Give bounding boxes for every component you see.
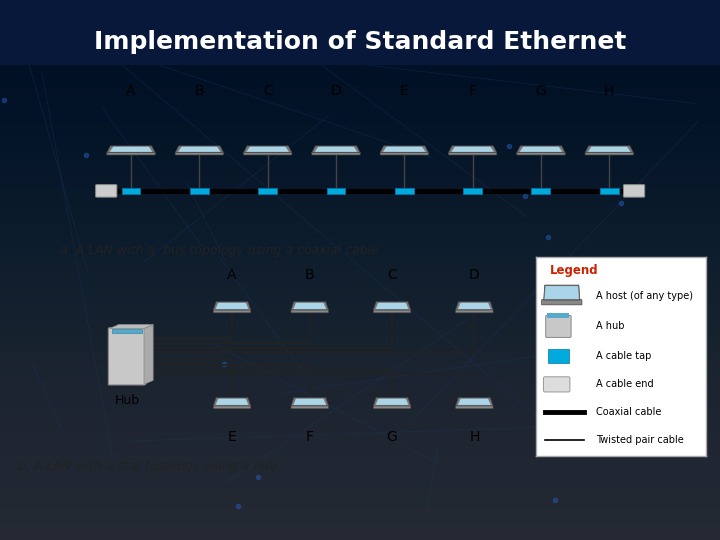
Polygon shape — [588, 147, 631, 152]
Bar — [327, 188, 346, 193]
FancyBboxPatch shape — [585, 152, 634, 155]
Bar — [122, 188, 140, 193]
FancyBboxPatch shape — [380, 152, 428, 155]
Text: C: C — [263, 84, 273, 98]
Text: a. A LAN with a  bus topology using a coaxial cable: a. A LAN with a bus topology using a coa… — [60, 244, 379, 257]
Text: H: H — [469, 430, 480, 444]
Bar — [463, 188, 482, 193]
Text: A hub: A hub — [595, 321, 624, 332]
Text: B: B — [305, 268, 315, 282]
Polygon shape — [246, 147, 289, 152]
FancyBboxPatch shape — [373, 406, 411, 409]
Polygon shape — [383, 147, 426, 152]
FancyBboxPatch shape — [373, 309, 411, 313]
FancyBboxPatch shape — [541, 300, 582, 305]
Polygon shape — [291, 302, 328, 310]
FancyBboxPatch shape — [546, 315, 571, 338]
Polygon shape — [144, 325, 153, 384]
Polygon shape — [293, 303, 326, 309]
Bar — [190, 188, 209, 193]
FancyBboxPatch shape — [449, 152, 497, 155]
Polygon shape — [107, 146, 156, 153]
Text: F: F — [306, 430, 314, 444]
Polygon shape — [215, 303, 248, 309]
Bar — [112, 329, 142, 333]
FancyBboxPatch shape — [624, 185, 644, 197]
Polygon shape — [451, 147, 494, 152]
Polygon shape — [213, 302, 251, 310]
Polygon shape — [458, 399, 491, 405]
Polygon shape — [215, 399, 248, 405]
FancyBboxPatch shape — [107, 152, 156, 155]
Text: A: A — [228, 268, 237, 282]
Polygon shape — [458, 303, 491, 309]
Polygon shape — [175, 146, 224, 153]
Text: Coaxial cable: Coaxial cable — [595, 407, 661, 417]
Text: A: A — [126, 84, 136, 98]
Bar — [0, 0, 720, 65]
Bar — [547, 313, 570, 319]
Polygon shape — [544, 285, 580, 300]
Bar — [548, 349, 569, 363]
Text: G: G — [536, 84, 546, 98]
Polygon shape — [585, 146, 634, 153]
Text: b. A LAN with a star topology using a hub: b. A LAN with a star topology using a hu… — [18, 460, 277, 473]
Text: A cable tap: A cable tap — [595, 352, 651, 361]
FancyBboxPatch shape — [312, 152, 360, 155]
Text: B: B — [194, 84, 204, 98]
Polygon shape — [243, 146, 292, 153]
Text: D: D — [330, 84, 341, 98]
Text: E: E — [400, 84, 409, 98]
Text: C: C — [387, 268, 397, 282]
Polygon shape — [544, 286, 579, 299]
Text: Twisted pair cable: Twisted pair cable — [595, 435, 683, 445]
Polygon shape — [293, 399, 326, 405]
Polygon shape — [291, 397, 328, 406]
FancyBboxPatch shape — [213, 406, 251, 409]
Polygon shape — [380, 146, 428, 153]
Bar — [258, 188, 277, 193]
Text: D: D — [469, 268, 480, 282]
FancyBboxPatch shape — [213, 309, 251, 313]
Text: A cable end: A cable end — [595, 380, 653, 389]
Bar — [395, 188, 414, 193]
FancyBboxPatch shape — [96, 185, 117, 197]
Text: F: F — [469, 84, 477, 98]
Text: Hub: Hub — [114, 394, 140, 407]
Polygon shape — [178, 147, 220, 152]
FancyBboxPatch shape — [291, 309, 328, 313]
Text: Implementation of Standard Ethernet: Implementation of Standard Ethernet — [94, 30, 626, 53]
Bar — [531, 188, 550, 193]
Polygon shape — [109, 325, 153, 328]
Polygon shape — [456, 302, 493, 310]
FancyBboxPatch shape — [456, 309, 493, 313]
Polygon shape — [315, 147, 357, 152]
Polygon shape — [373, 397, 411, 406]
Text: A host (of any type): A host (of any type) — [595, 292, 693, 301]
Polygon shape — [376, 303, 408, 309]
FancyBboxPatch shape — [291, 406, 328, 409]
Polygon shape — [109, 147, 153, 152]
Bar — [600, 188, 618, 193]
FancyBboxPatch shape — [544, 377, 570, 392]
Polygon shape — [373, 302, 411, 310]
Text: G: G — [387, 430, 397, 444]
Polygon shape — [213, 397, 251, 406]
FancyBboxPatch shape — [517, 152, 565, 155]
FancyBboxPatch shape — [243, 152, 292, 155]
Text: Legend: Legend — [550, 265, 598, 278]
FancyBboxPatch shape — [108, 328, 145, 385]
Polygon shape — [376, 399, 408, 405]
Polygon shape — [456, 397, 493, 406]
Polygon shape — [312, 146, 360, 153]
Polygon shape — [520, 147, 562, 152]
FancyBboxPatch shape — [456, 406, 493, 409]
Polygon shape — [449, 146, 497, 153]
Text: H: H — [604, 84, 614, 98]
Polygon shape — [517, 146, 565, 153]
Text: E: E — [228, 430, 236, 444]
FancyBboxPatch shape — [175, 152, 224, 155]
